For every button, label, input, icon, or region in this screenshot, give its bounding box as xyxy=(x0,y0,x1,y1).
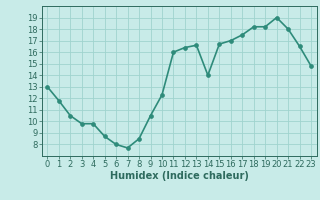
X-axis label: Humidex (Indice chaleur): Humidex (Indice chaleur) xyxy=(110,171,249,181)
